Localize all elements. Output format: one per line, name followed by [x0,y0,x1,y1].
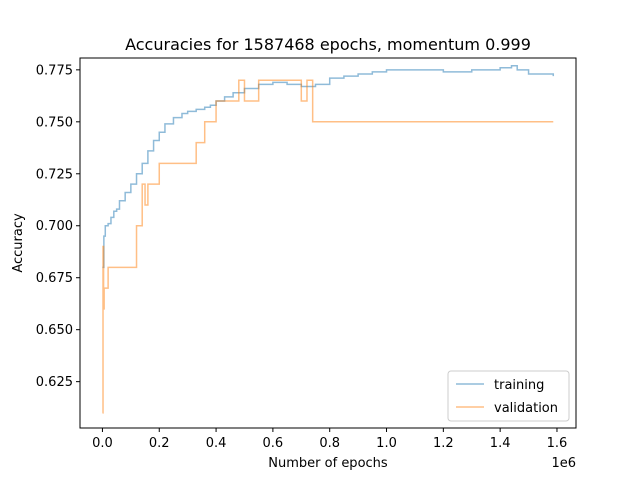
y-tick-label: 0.675 [36,271,73,286]
y-axis-label: Accuracy [11,213,26,273]
plot-area [102,64,555,414]
chart-title: Accuracies for 1587468 epochs, momentum … [125,35,531,54]
series-line-training [102,64,555,269]
x-tick-label: 1.0 [376,436,397,451]
x-tick-label: 0.6 [263,436,284,451]
y-tick-label: 0.725 [36,167,73,182]
x-tick-label: 1.2 [433,436,454,451]
x-tick-label: 0.0 [92,436,113,451]
x-tick-label: 1.4 [490,436,511,451]
series-line-validation [102,79,554,414]
x-tick-label: 0.8 [319,436,340,451]
axes-frame [79,57,577,429]
legend-label-training: training [494,378,544,393]
x-tick-label: 0.2 [149,436,170,451]
legend: training validation [447,370,570,422]
y-tick-label: 0.775 [36,63,73,78]
x-axis: 0.0 0.2 0.4 0.6 0.8 1.0 1.2 1.4 1.6 [92,428,567,451]
x-tick-label: 0.4 [206,436,227,451]
y-tick-label: 0.750 [36,115,73,130]
y-tick-label: 0.650 [36,323,73,338]
x-tick-label: 1.6 [547,436,568,451]
x-axis-offset-label: 1e6 [551,456,576,471]
y-tick-label: 0.700 [36,219,73,234]
x-axis-label: Number of epochs [268,456,388,471]
legend-label-validation: validation [494,401,558,416]
y-tick-label: 0.625 [36,375,73,390]
y-axis: 0.625 0.650 0.675 0.700 0.725 0.750 0.775 [36,63,80,390]
